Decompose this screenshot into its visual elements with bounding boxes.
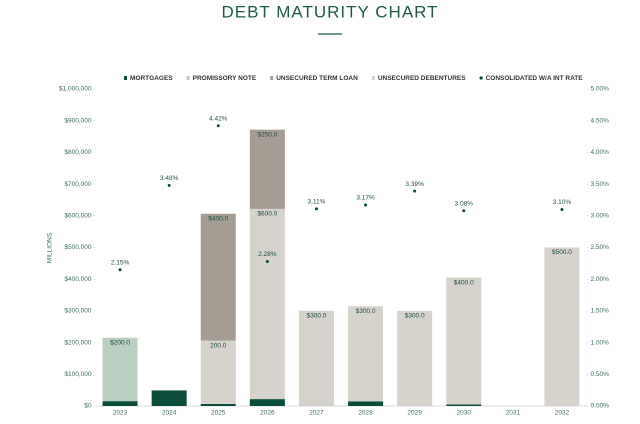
bar-segment xyxy=(200,213,236,341)
data-label: 3.48% xyxy=(160,175,179,182)
data-label: 4.42% xyxy=(209,115,228,122)
bar-segment xyxy=(102,337,138,402)
y2-tick-label: 1.00% xyxy=(591,339,610,346)
bar-segment xyxy=(200,403,236,406)
data-label: 2.28% xyxy=(258,251,277,258)
bar-segment xyxy=(397,310,433,406)
rate-point xyxy=(462,209,466,213)
x-tick-label: 2030 xyxy=(457,410,472,417)
y-tick-label: $800,000 xyxy=(64,149,91,156)
data-label: 3.11% xyxy=(307,199,325,206)
bar-segment xyxy=(249,399,285,406)
y2-tick-label: 4.50% xyxy=(591,117,610,124)
legend-marker xyxy=(371,76,375,80)
y2-tick-label: 1.50% xyxy=(591,308,610,315)
legend-label: PROMISSORY NOTE xyxy=(193,75,257,82)
rate-point xyxy=(265,259,269,263)
y2-tick-label: 5.00% xyxy=(591,86,610,93)
bar-segment xyxy=(102,401,138,406)
rate-point xyxy=(167,183,171,187)
legend-marker xyxy=(124,76,127,80)
y-tick-label: $600,000 xyxy=(64,213,91,220)
data-label: $250.0 xyxy=(257,131,277,138)
rate-point xyxy=(560,207,564,211)
rate-point xyxy=(413,189,417,193)
x-tick-label: 2027 xyxy=(309,410,324,417)
y-tick-label: $300,000 xyxy=(64,308,91,315)
rate-point xyxy=(216,124,220,128)
y-tick-label: $200,000 xyxy=(64,339,91,346)
y-tick-label: $100,000 xyxy=(64,371,91,378)
data-label: $200.0 xyxy=(110,339,130,346)
legend-marker xyxy=(186,76,190,80)
y-tick-label: $1,000,000 xyxy=(59,86,92,93)
x-tick-label: 2029 xyxy=(407,410,422,417)
bar-segment xyxy=(200,340,236,404)
y-tick-label: $700,000 xyxy=(64,181,91,188)
x-tick-label: 2026 xyxy=(260,410,275,417)
data-label: $300.0 xyxy=(356,308,376,315)
rate-point xyxy=(314,207,318,211)
bar-segment xyxy=(348,401,384,406)
y2-tick-label: 2.50% xyxy=(591,244,610,251)
data-label: 3.17% xyxy=(356,195,375,202)
y-tick-label: $400,000 xyxy=(64,276,91,283)
data-label: 3.10% xyxy=(553,199,572,206)
y2-tick-label: 2.00% xyxy=(591,276,610,283)
y2-tick-label: 3.00% xyxy=(591,213,610,220)
x-tick-label: 2031 xyxy=(506,410,521,417)
data-label: $49.2 xyxy=(161,392,178,399)
bar-segment xyxy=(249,208,285,400)
y-axis-label: MILLIONS xyxy=(47,232,54,263)
bar-segment xyxy=(348,306,384,402)
x-tick-label: 2032 xyxy=(555,410,570,417)
data-label: $300.0 xyxy=(307,312,327,319)
y2-tick-label: 4.00% xyxy=(591,149,610,156)
y2-tick-label: 3.50% xyxy=(591,181,610,188)
y2-tick-label: 0.50% xyxy=(591,371,610,378)
data-label: $400.0 xyxy=(208,215,228,222)
bar-segment xyxy=(446,404,482,406)
legend-label: CONSOLIDATED W/A INT RATE xyxy=(486,75,584,82)
data-label: $600.0 xyxy=(257,211,277,218)
legend-marker xyxy=(270,76,274,80)
data-label: 200.0 xyxy=(210,342,227,349)
legend-label: MORTGAGES xyxy=(130,75,173,82)
bar-segment xyxy=(151,390,187,406)
x-tick-label: 2024 xyxy=(162,410,177,417)
data-label: 3.08% xyxy=(455,200,474,207)
x-tick-label: 2025 xyxy=(211,410,226,417)
data-label: 2.15% xyxy=(111,259,130,266)
x-tick-label: 2023 xyxy=(113,410,128,417)
data-label: $300.0 xyxy=(405,313,425,320)
legend-marker xyxy=(479,76,483,80)
x-tick-label: 2028 xyxy=(358,410,373,417)
data-label: 3.39% xyxy=(405,181,424,188)
bar-segment xyxy=(298,310,334,406)
bar-segment xyxy=(249,129,285,209)
y-tick-label: $0 xyxy=(84,403,92,410)
legend-label: UNSECURED TERM LOAN xyxy=(276,75,358,82)
y2-tick-label: 0.00% xyxy=(591,403,610,410)
bar-segment xyxy=(544,247,580,406)
rate-point xyxy=(364,203,368,207)
data-label: $400.0 xyxy=(454,279,474,286)
rate-point xyxy=(118,268,122,272)
y-tick-label: $900,000 xyxy=(64,117,91,124)
y-tick-label: $500,000 xyxy=(64,244,91,251)
data-label: $500.0 xyxy=(552,249,572,256)
bar-segment xyxy=(446,277,482,405)
legend-label: UNSECURED DEBENTURES xyxy=(378,75,466,82)
chart-title: DEBT MATURITY CHART xyxy=(221,2,438,21)
